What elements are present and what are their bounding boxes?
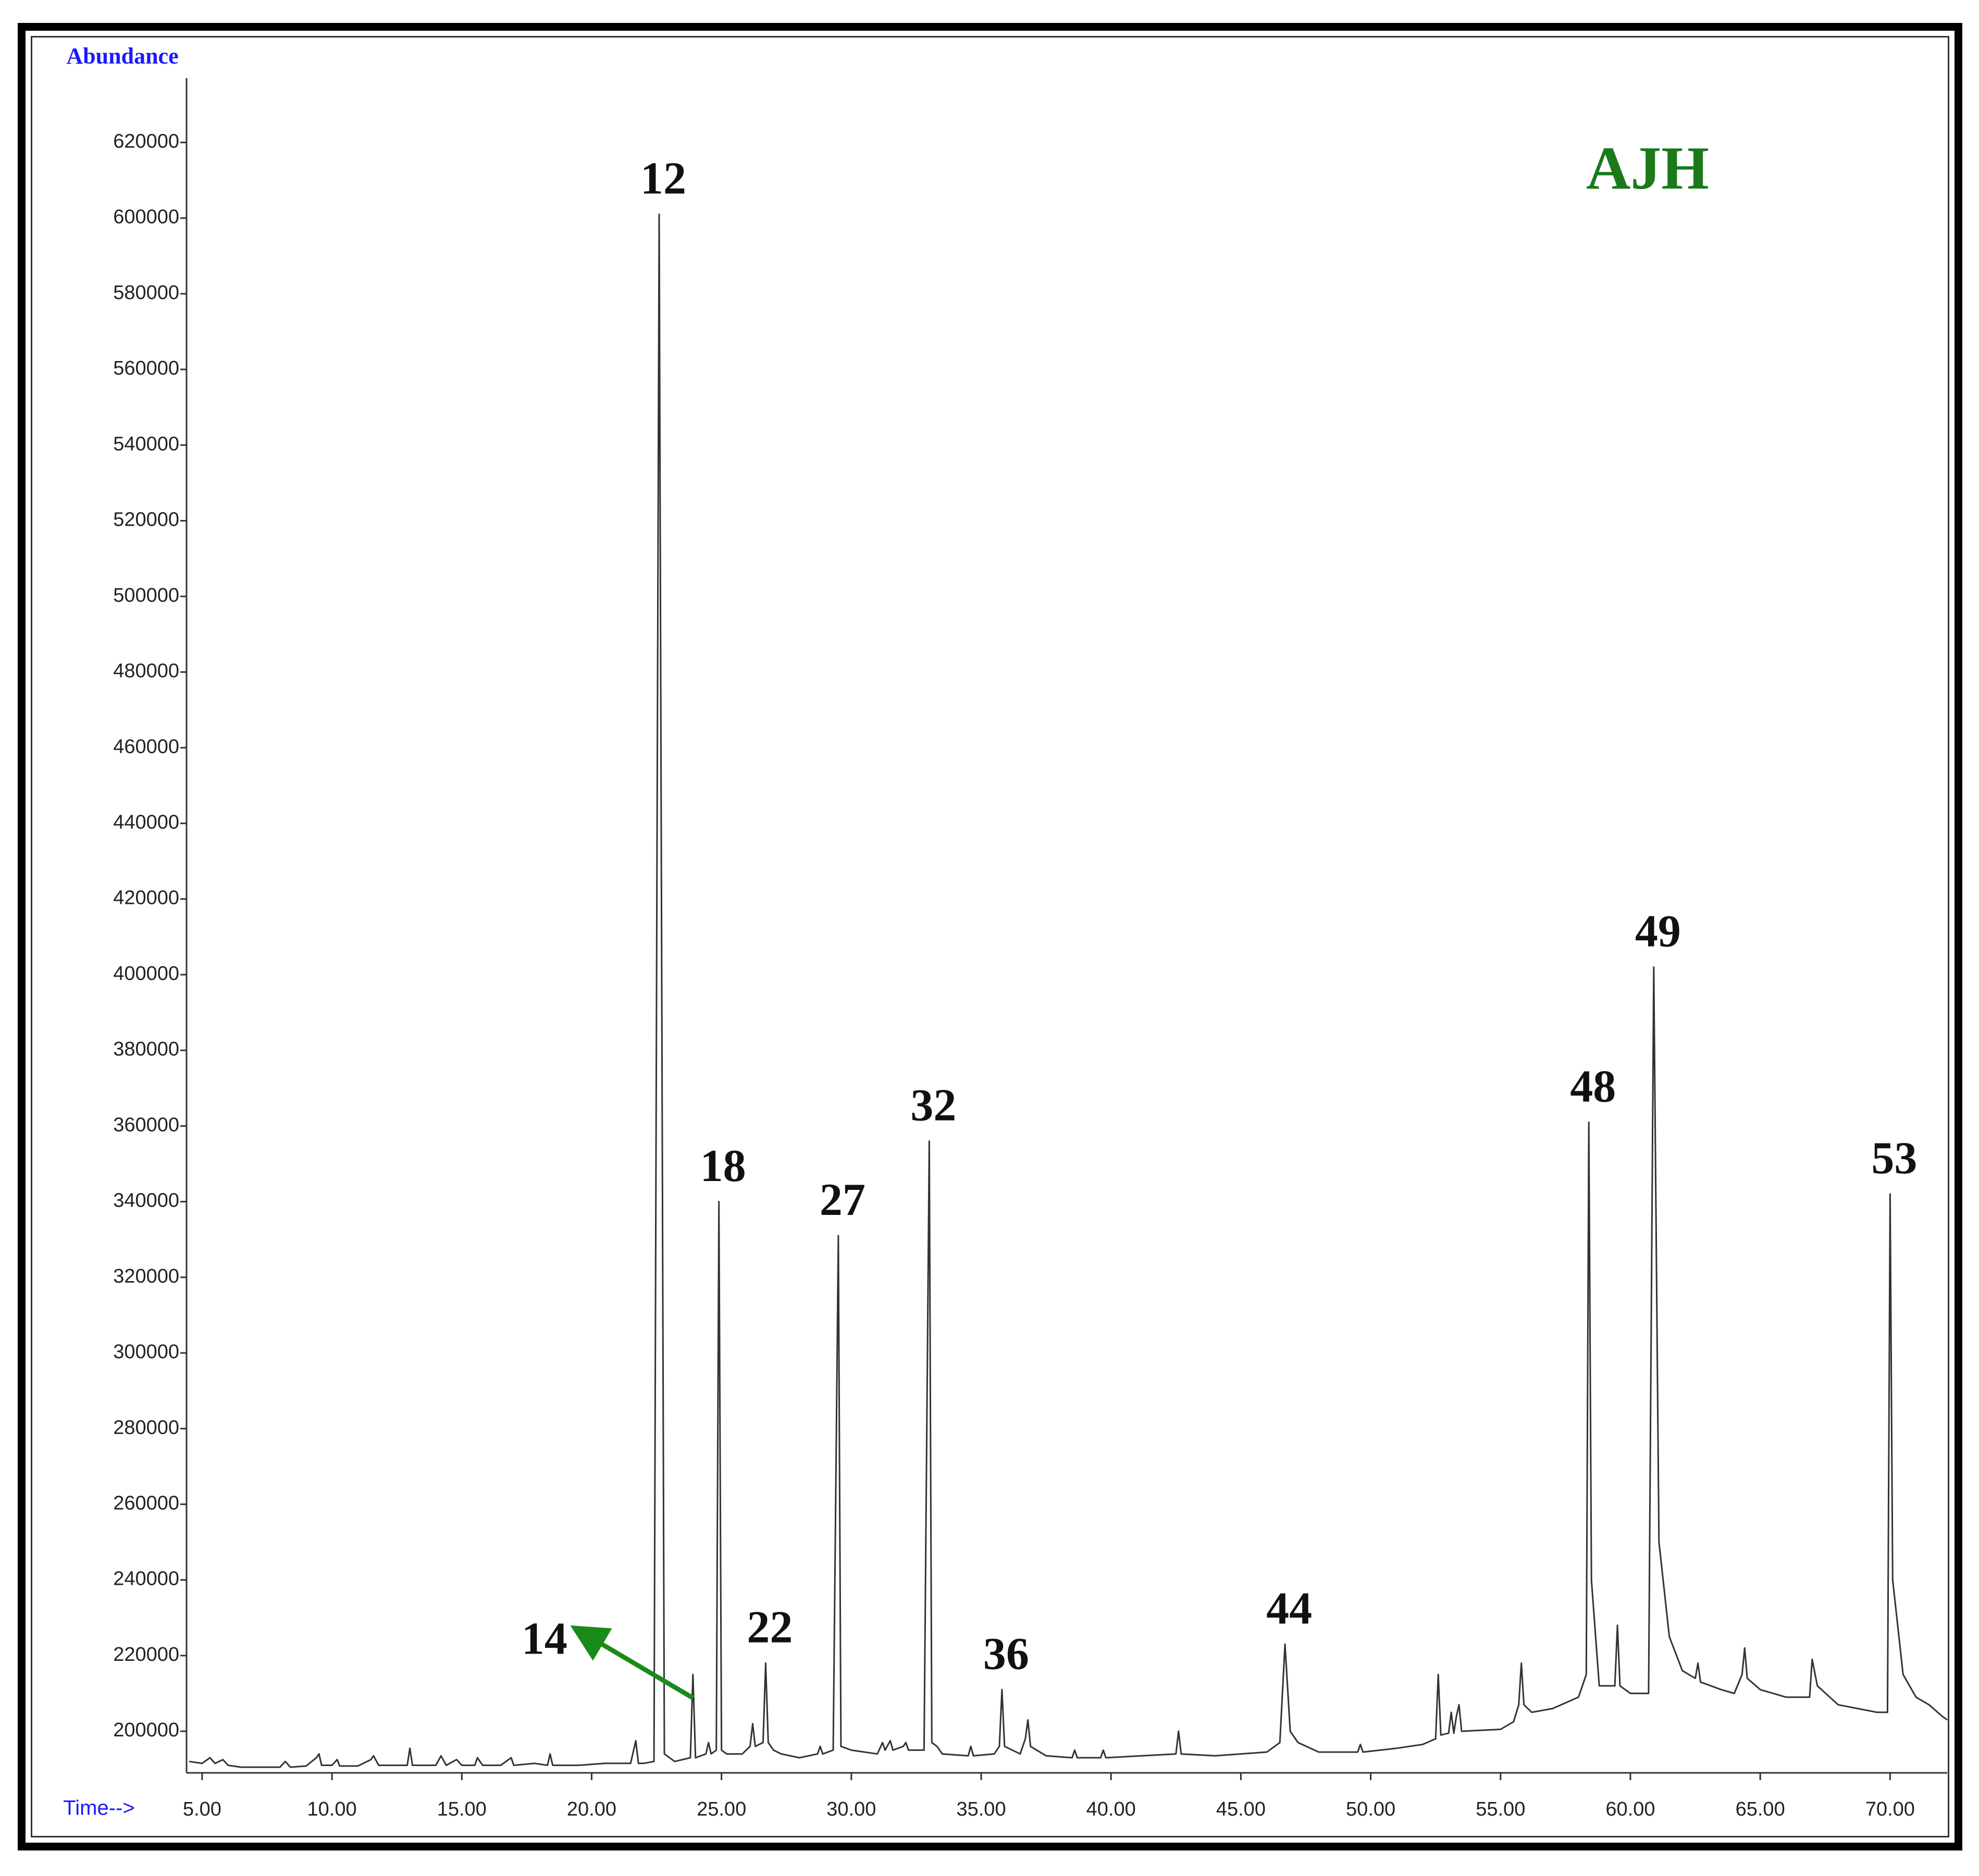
y-tick-label: 440000 <box>113 811 179 833</box>
x-tick-label: 65.00 <box>1736 1798 1785 1820</box>
peak-label: 12 <box>640 154 686 204</box>
y-tick-label: 320000 <box>113 1265 179 1287</box>
y-tick-label: 360000 <box>113 1114 179 1136</box>
y-tick-label: 480000 <box>113 660 179 682</box>
peak-label: 36 <box>983 1629 1029 1679</box>
peak-label: 44 <box>1266 1583 1312 1634</box>
y-tick-label: 580000 <box>113 282 179 304</box>
peak-arrow <box>570 1625 695 1700</box>
peak-label: 22 <box>747 1602 793 1653</box>
x-tick-label: 30.00 <box>826 1798 876 1820</box>
peak-label: 32 <box>910 1080 956 1131</box>
x-tick-label: 45.00 <box>1216 1798 1266 1820</box>
chromatogram-line <box>189 213 1948 1768</box>
y-tick-label: 300000 <box>113 1341 179 1363</box>
x-tick-label: 25.00 <box>697 1798 746 1820</box>
y-tick-label: 620000 <box>113 130 179 152</box>
chart-title: AJH <box>1586 134 1709 202</box>
x-axis-label: Time--> <box>63 1797 134 1820</box>
peak-label: 18 <box>700 1141 746 1191</box>
y-axis-label: Abundance <box>66 43 178 69</box>
x-tick-label: 10.00 <box>307 1798 357 1820</box>
y-tick-label: 520000 <box>113 509 179 531</box>
y-tick-label: 280000 <box>113 1417 179 1438</box>
y-tick-label: 600000 <box>113 206 179 228</box>
peak-label: 53 <box>1871 1133 1917 1184</box>
x-tick-label: 5.00 <box>183 1798 221 1820</box>
y-tick-label: 540000 <box>113 433 179 455</box>
chart-frame <box>18 23 1962 1850</box>
y-tick-label: 420000 <box>113 887 179 909</box>
x-tick-label: 35.00 <box>956 1798 1006 1820</box>
x-tick-label: 50.00 <box>1346 1798 1395 1820</box>
y-tick-label: 500000 <box>113 585 179 606</box>
x-tick-label: 55.00 <box>1476 1798 1525 1820</box>
y-tick-label: 200000 <box>113 1719 179 1741</box>
y-tick-label: 240000 <box>113 1568 179 1590</box>
x-tick-label: 20.00 <box>567 1798 616 1820</box>
peak-label: 48 <box>1570 1061 1616 1112</box>
y-tick-label: 260000 <box>113 1492 179 1514</box>
x-tick-label: 60.00 <box>1605 1798 1655 1820</box>
inner-frame <box>31 36 1949 1837</box>
y-tick-label: 380000 <box>113 1038 179 1060</box>
peak-label: 14 <box>522 1613 567 1664</box>
y-tick-label: 460000 <box>113 736 179 757</box>
y-tick-label: 220000 <box>113 1644 179 1666</box>
y-tick-label: 400000 <box>113 963 179 985</box>
peak-label: 49 <box>1635 906 1681 957</box>
y-tick-label: 560000 <box>113 357 179 379</box>
y-tick-label: 340000 <box>113 1190 179 1212</box>
peak-label: 27 <box>820 1175 865 1225</box>
x-tick-label: 40.00 <box>1086 1798 1136 1820</box>
x-tick-label: 15.00 <box>437 1798 487 1820</box>
x-tick-label: 70.00 <box>1865 1798 1915 1820</box>
